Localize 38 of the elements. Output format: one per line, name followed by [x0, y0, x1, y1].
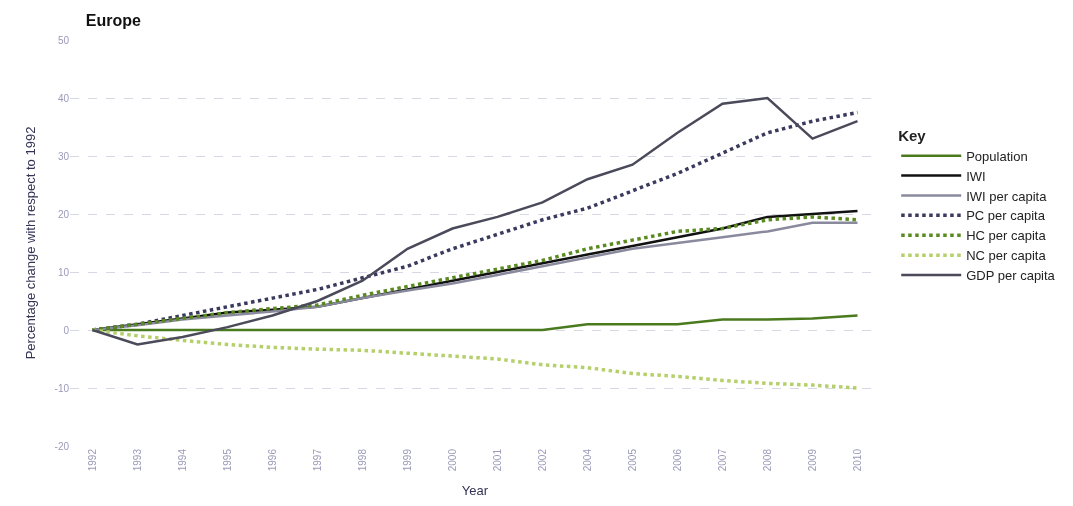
y-tick-label: 30	[57, 150, 70, 162]
x-tick-label: 2000	[446, 448, 458, 472]
x-tick-label: 2008	[761, 448, 773, 472]
legend-label: IWI per capita	[966, 188, 1048, 204]
line-series	[90, 328, 860, 390]
legend-title: Key	[898, 126, 927, 144]
x-tick-label: 2009	[806, 448, 818, 472]
x-tick-label: 1999	[401, 448, 413, 472]
legend-label: Population	[966, 148, 1028, 164]
x-tick-label: 2004	[581, 448, 593, 472]
legend-label: IWI	[966, 168, 986, 184]
y-tick-label: 10	[57, 266, 70, 278]
y-tick-label: 0	[63, 324, 70, 336]
x-tick-label: 1998	[356, 448, 368, 472]
x-tick-label: 2007	[716, 448, 728, 472]
x-tick-label: 2006	[671, 448, 683, 472]
legend-label: HC per capita	[966, 228, 1047, 244]
y-tick-label: 20	[57, 208, 70, 220]
chart-title: Europe	[85, 12, 142, 30]
y-axis-title: Percentage change with respect to 1992	[23, 126, 39, 360]
legend-label: PC per capita	[966, 208, 1046, 224]
y-tick-label: -20	[54, 440, 70, 452]
x-axis-title: Year	[461, 482, 489, 498]
y-tick-label: 40	[57, 92, 70, 104]
x-tick-label: 2002	[536, 448, 548, 472]
x-tick-label: 1994	[176, 448, 188, 472]
legend-label: GDP per capita	[966, 268, 1056, 284]
x-tick-label: 2001	[491, 448, 503, 472]
x-tick-label: 1992	[86, 448, 98, 472]
x-tick-label: 1995	[221, 448, 233, 472]
x-tick-label: 1996	[266, 448, 278, 472]
x-tick-label: 1993	[131, 448, 143, 472]
legend-label: NC per capita	[966, 248, 1047, 264]
y-tick-label: -10	[54, 382, 70, 394]
x-tick-label: 2010	[851, 448, 863, 472]
y-tick-label: 50	[57, 34, 70, 46]
x-tick-label: 2005	[626, 448, 638, 472]
x-tick-label: 1997	[311, 448, 323, 472]
